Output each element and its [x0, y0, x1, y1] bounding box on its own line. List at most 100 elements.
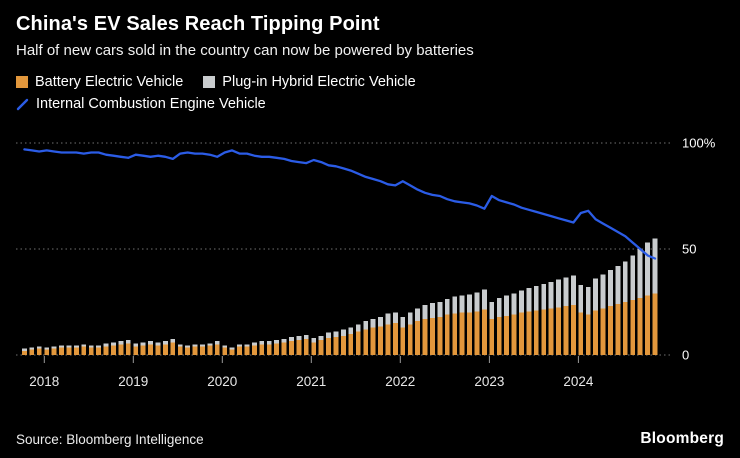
- bar-bev: [29, 349, 35, 355]
- bar-bev: [341, 335, 346, 355]
- bar-bev: [570, 305, 576, 355]
- bar-phev: [251, 342, 257, 346]
- bar-phev: [459, 295, 465, 313]
- bar-phev: [200, 344, 205, 347]
- bar-bev: [511, 314, 517, 355]
- bar-bev: [36, 348, 42, 355]
- bar-bev: [200, 346, 205, 355]
- bar-bev: [207, 345, 213, 355]
- bar-bev: [556, 307, 561, 355]
- bar-bev: [348, 333, 354, 355]
- bar-phev: [652, 238, 658, 294]
- bar-bev: [311, 342, 317, 355]
- x-axis-label: 2021: [296, 374, 326, 389]
- bar-phev: [207, 343, 213, 346]
- bar-phev: [222, 345, 228, 348]
- bar-bev: [652, 293, 658, 355]
- bar-bev: [378, 326, 383, 355]
- bar-bev: [541, 309, 547, 355]
- bar-phev: [511, 293, 517, 315]
- bar-phev: [289, 336, 294, 342]
- chart-header: China's EV Sales Reach Tipping Point Hal…: [16, 12, 724, 112]
- bar-bev: [155, 345, 161, 355]
- x-axis-label: 2023: [474, 374, 504, 389]
- bar-phev: [274, 340, 280, 344]
- bar-phev: [177, 344, 183, 347]
- bar-phev: [133, 343, 139, 347]
- bar-phev: [363, 321, 369, 330]
- bar-phev: [66, 345, 72, 348]
- bar-bev: [578, 312, 584, 355]
- bar-phev: [51, 346, 57, 349]
- bar-bev: [303, 339, 309, 355]
- y-axis-label: 100%: [682, 136, 716, 151]
- bar-bev: [585, 314, 591, 355]
- bar-phev: [474, 292, 480, 312]
- bar-bev: [162, 344, 168, 355]
- bar-phev: [333, 331, 339, 337]
- ice-line-swatch-icon: [16, 98, 29, 111]
- bar-phev: [29, 347, 35, 350]
- bar-bev: [474, 311, 480, 355]
- bar-phev: [533, 286, 539, 311]
- bar-phev: [622, 261, 628, 302]
- bar-phev: [162, 341, 168, 345]
- bar-phev: [637, 249, 643, 298]
- bar-bev: [519, 312, 524, 355]
- bar-bev: [274, 343, 280, 355]
- bar-phev: [73, 345, 79, 348]
- bar-phev: [415, 308, 421, 322]
- bar-bev: [563, 306, 569, 355]
- bar-bev: [125, 343, 131, 355]
- bar-bev: [526, 311, 532, 355]
- source-text: Source: Bloomberg Intelligence: [16, 431, 204, 447]
- chart-title: China's EV Sales Reach Tipping Point: [16, 13, 380, 35]
- bar-phev: [59, 345, 64, 348]
- bev-swatch-icon: [16, 76, 28, 88]
- bar-phev: [392, 312, 398, 324]
- bar-phev: [103, 343, 109, 347]
- bar-bev: [548, 308, 554, 355]
- bar-phev: [481, 289, 487, 310]
- bar-phev: [22, 348, 27, 351]
- bar-bev: [289, 341, 294, 355]
- bar-phev: [259, 341, 265, 345]
- bar-bev: [192, 346, 198, 355]
- bar-bev: [415, 321, 421, 355]
- bar-phev: [44, 347, 50, 350]
- ice-share-line: [23, 148, 657, 260]
- bar-bev: [363, 329, 369, 355]
- bar-phev: [118, 341, 124, 345]
- legend-item-bev: Battery Electric Vehicle: [16, 74, 183, 90]
- bar-phev: [36, 346, 42, 349]
- bar-bev: [66, 347, 72, 355]
- bar-phev: [311, 338, 317, 343]
- bar-phev: [148, 341, 153, 345]
- bloomberg-logo: Bloomberg: [640, 430, 724, 447]
- bar-bev: [467, 312, 472, 355]
- bar-phev: [593, 278, 599, 311]
- bar-bev: [81, 346, 87, 355]
- bar-bev: [103, 346, 109, 355]
- bar-phev: [496, 297, 502, 317]
- bar-phev: [519, 290, 524, 313]
- bar-phev: [296, 335, 302, 341]
- x-axis-label: 2022: [385, 374, 415, 389]
- bar-bev: [355, 331, 361, 355]
- bar-phev: [185, 345, 191, 348]
- bar-phev: [326, 332, 331, 339]
- bar-bev: [600, 308, 606, 355]
- bar-bev: [148, 344, 153, 355]
- bar-phev: [437, 302, 443, 317]
- bar-phev: [556, 279, 561, 308]
- bar-phev: [578, 285, 584, 313]
- bar-phev: [318, 335, 324, 341]
- bar-bev: [229, 349, 235, 355]
- bar-phev: [444, 298, 450, 315]
- y-axis-label: 50: [682, 242, 696, 257]
- bar-bev: [615, 304, 621, 355]
- bar-bev: [407, 324, 413, 355]
- bar-phev: [111, 342, 116, 346]
- bar-bev: [392, 323, 398, 355]
- bar-phev: [266, 341, 272, 345]
